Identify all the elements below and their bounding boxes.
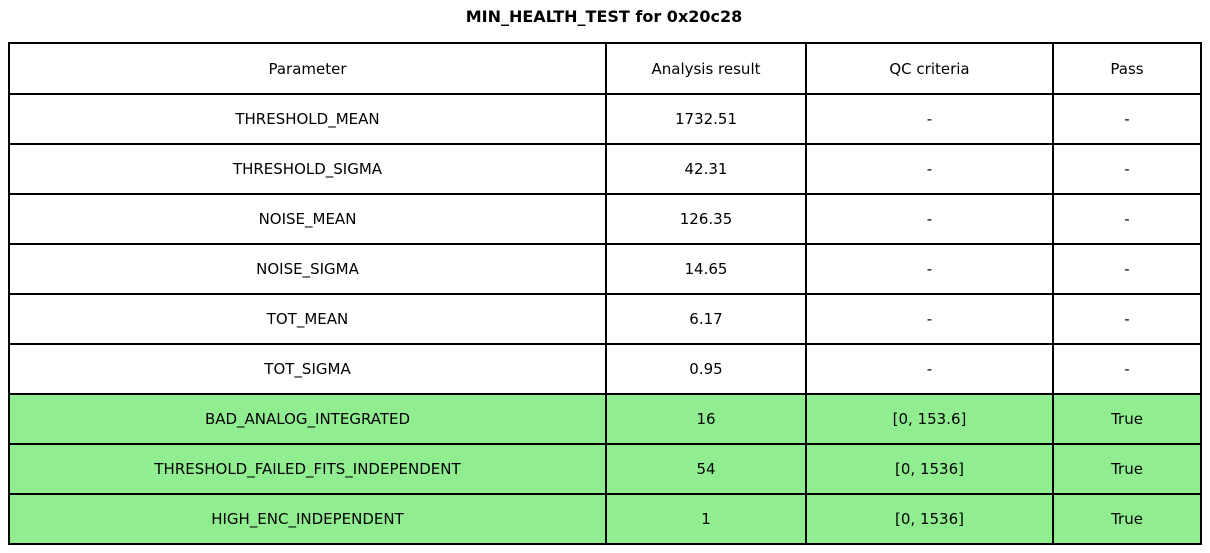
table-row: THRESHOLD_MEAN 1732.51 - - <box>8 93 1202 145</box>
cell-pass: - <box>1052 93 1202 145</box>
cell-pass: - <box>1052 193 1202 245</box>
cell-parameter: TOT_MEAN <box>8 293 607 345</box>
cell-pass: - <box>1052 293 1202 345</box>
table-row: THRESHOLD_FAILED_FITS_INDEPENDENT 54 [0,… <box>8 443 1202 495</box>
table-row: NOISE_SIGMA 14.65 - - <box>8 243 1202 295</box>
table-header-row: Parameter Analysis result QC criteria Pa… <box>8 42 1202 95</box>
cell-analysis-result: 1 <box>605 493 807 545</box>
table-row: TOT_SIGMA 0.95 - - <box>8 343 1202 395</box>
cell-parameter: NOISE_MEAN <box>8 193 607 245</box>
cell-parameter: THRESHOLD_FAILED_FITS_INDEPENDENT <box>8 443 607 495</box>
qc-results-table: Parameter Analysis result QC criteria Pa… <box>8 42 1202 545</box>
cell-parameter: THRESHOLD_MEAN <box>8 93 607 145</box>
cell-qc-criteria: - <box>805 193 1054 245</box>
cell-analysis-result: 6.17 <box>605 293 807 345</box>
column-header-parameter: Parameter <box>8 42 607 95</box>
cell-parameter: THRESHOLD_SIGMA <box>8 143 607 195</box>
cell-qc-criteria: [0, 1536] <box>805 493 1054 545</box>
cell-pass: - <box>1052 243 1202 295</box>
cell-pass: - <box>1052 343 1202 395</box>
cell-pass: - <box>1052 143 1202 195</box>
cell-analysis-result: 16 <box>605 393 807 445</box>
cell-qc-criteria: - <box>805 343 1054 395</box>
cell-parameter: HIGH_ENC_INDEPENDENT <box>8 493 607 545</box>
cell-pass: True <box>1052 443 1202 495</box>
table-row: TOT_MEAN 6.17 - - <box>8 293 1202 345</box>
column-header-analysis-result: Analysis result <box>605 42 807 95</box>
cell-analysis-result: 0.95 <box>605 343 807 395</box>
cell-analysis-result: 14.65 <box>605 243 807 295</box>
cell-parameter: TOT_SIGMA <box>8 343 607 395</box>
table-row: THRESHOLD_SIGMA 42.31 - - <box>8 143 1202 195</box>
cell-qc-criteria: [0, 153.6] <box>805 393 1054 445</box>
column-header-qc-criteria: QC criteria <box>805 42 1054 95</box>
cell-pass: True <box>1052 393 1202 445</box>
figure-title: MIN_HEALTH_TEST for 0x20c28 <box>465 7 743 26</box>
cell-qc-criteria: - <box>805 243 1054 295</box>
cell-analysis-result: 126.35 <box>605 193 807 245</box>
cell-analysis-result: 1732.51 <box>605 93 807 145</box>
column-header-pass: Pass <box>1052 42 1202 95</box>
cell-parameter: BAD_ANALOG_INTEGRATED <box>8 393 607 445</box>
cell-parameter: NOISE_SIGMA <box>8 243 607 295</box>
cell-qc-criteria: - <box>805 93 1054 145</box>
table-row: HIGH_ENC_INDEPENDENT 1 [0, 1536] True <box>8 493 1202 545</box>
cell-analysis-result: 42.31 <box>605 143 807 195</box>
cell-qc-criteria: - <box>805 143 1054 195</box>
cell-analysis-result: 54 <box>605 443 807 495</box>
cell-pass: True <box>1052 493 1202 545</box>
cell-qc-criteria: - <box>805 293 1054 345</box>
table-row: NOISE_MEAN 126.35 - - <box>8 193 1202 245</box>
cell-qc-criteria: [0, 1536] <box>805 443 1054 495</box>
table-row: BAD_ANALOG_INTEGRATED 16 [0, 153.6] True <box>8 393 1202 445</box>
